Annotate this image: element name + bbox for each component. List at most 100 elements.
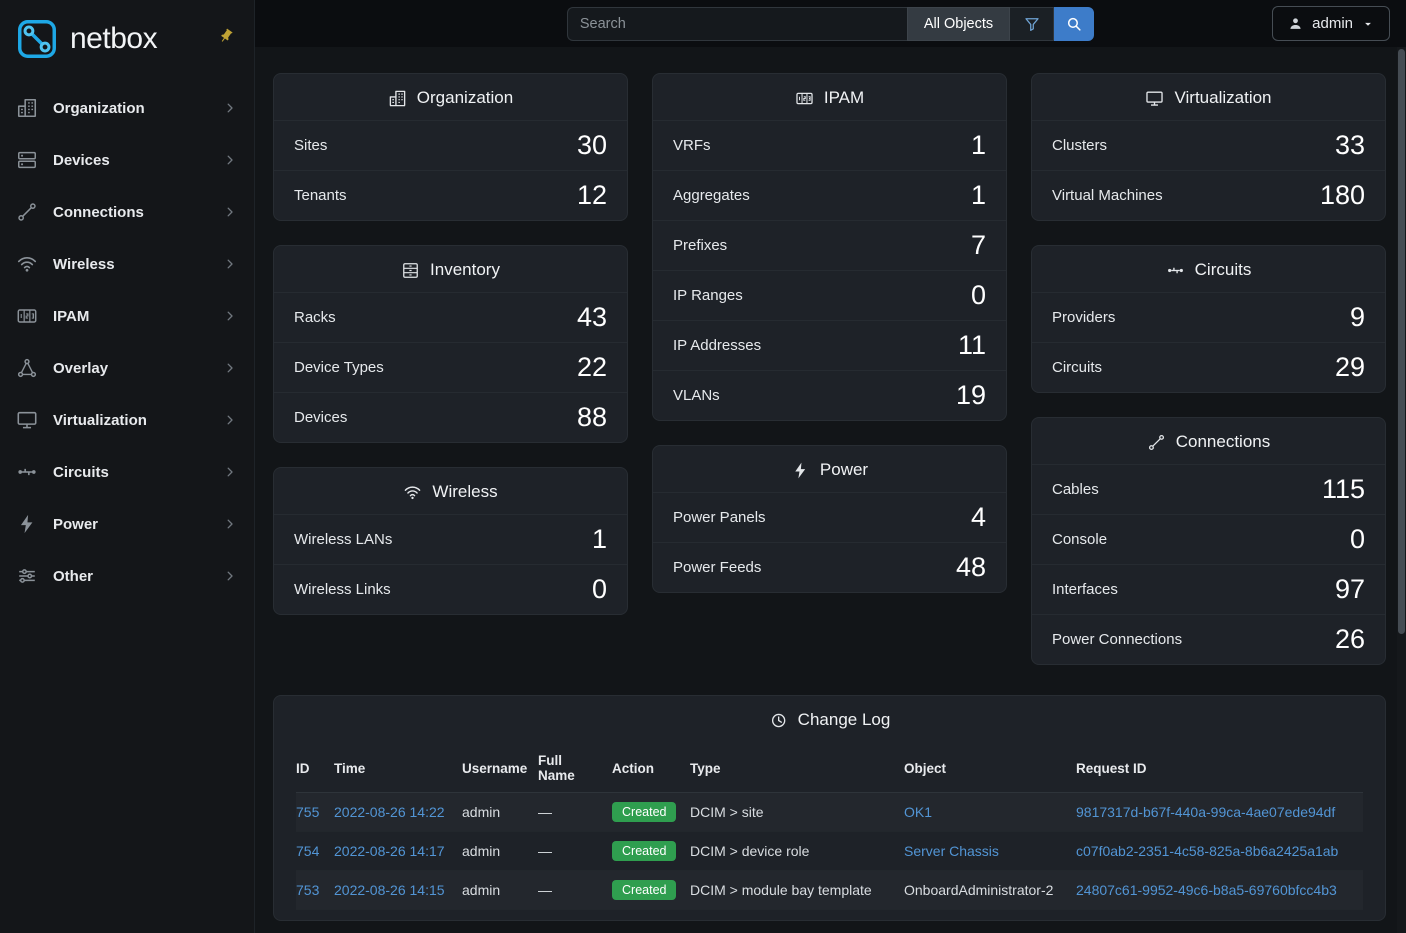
stat-row-circuits[interactable]: Circuits 29 xyxy=(1032,342,1385,392)
topbar: All Objects admin xyxy=(255,0,1406,47)
sidebar-item-devices[interactable]: Devices xyxy=(0,134,254,186)
sidebar-item-connections[interactable]: Connections xyxy=(0,186,254,238)
search-input[interactable] xyxy=(566,6,907,41)
stat-row-aggregates[interactable]: Aggregates 1 xyxy=(653,170,1006,220)
col-header-username[interactable]: Username xyxy=(462,744,538,793)
circuits-card: Circuits Providers 9 Circuits 29 xyxy=(1031,245,1386,393)
chevron-right-icon xyxy=(222,256,238,272)
sidebar-item-label: Organization xyxy=(53,99,145,117)
counter-icon xyxy=(795,89,814,108)
change-full-name: — xyxy=(538,882,552,898)
search-button[interactable] xyxy=(1054,6,1095,41)
stat-value: 22 xyxy=(576,352,607,382)
scrollbar-track[interactable] xyxy=(1397,47,1406,933)
stat-row-providers[interactable]: Providers 9 xyxy=(1032,292,1385,342)
scrollbar-thumb[interactable] xyxy=(1398,49,1405,634)
stat-row-racks[interactable]: Racks 43 xyxy=(274,292,627,342)
netbox-wordmark: netbox xyxy=(70,22,158,55)
change-object-link[interactable]: OK1 xyxy=(904,804,933,820)
card-title: Inventory xyxy=(430,260,500,279)
change-username: admin xyxy=(462,843,501,859)
inventory-card-header: Inventory xyxy=(274,246,627,292)
col-header-id[interactable]: ID xyxy=(296,744,334,793)
action-badge-created: Created xyxy=(612,802,677,822)
change-time-link[interactable]: 2022-08-26 14:15 xyxy=(334,882,445,898)
chevron-right-icon xyxy=(222,204,238,220)
stat-value: 33 xyxy=(1334,130,1365,160)
change-id-link[interactable]: 755 xyxy=(296,804,320,820)
organization-card-header: Organization xyxy=(274,74,627,120)
sidebar-item-other[interactable]: Other xyxy=(0,550,254,602)
sidebar-item-label: IPAM xyxy=(53,307,90,325)
dashboard-content: Organization Sites 30 Tenants 12 xyxy=(255,47,1406,933)
chevron-right-icon xyxy=(222,308,238,324)
stat-row-device-types[interactable]: Device Types 22 xyxy=(274,342,627,392)
stat-value: 0 xyxy=(591,574,607,604)
sidebar-item-overlay[interactable]: Overlay xyxy=(0,342,254,394)
sidebar-item-label: Virtualization xyxy=(53,411,147,429)
stat-value: 26 xyxy=(1334,624,1365,654)
changelog-card-header: Change Log xyxy=(274,696,1385,742)
col-header-full-name[interactable]: Full Name xyxy=(538,744,612,793)
sidebar: netbox Organization Devices Connections xyxy=(0,0,255,933)
graph-icon xyxy=(16,357,38,379)
stat-label: Power Connections xyxy=(1052,631,1183,648)
stat-row-power-panels[interactable]: Power Panels 4 xyxy=(653,492,1006,542)
stat-row-power-feeds[interactable]: Power Feeds 48 xyxy=(653,542,1006,592)
change-request-id-link[interactable]: 9817317d-b67f-440a-99ca-4ae07ede94df xyxy=(1076,804,1336,820)
change-id-link[interactable]: 754 xyxy=(296,843,320,859)
col-header-action[interactable]: Action xyxy=(612,744,690,793)
change-object-link[interactable]: Server Chassis xyxy=(904,843,999,859)
stat-row-sites[interactable]: Sites 30 xyxy=(274,120,627,170)
stat-row-cables[interactable]: Cables 115 xyxy=(1032,464,1385,514)
stat-row-vlans[interactable]: VLANs 19 xyxy=(653,370,1006,420)
stat-row-interfaces[interactable]: Interfaces 97 xyxy=(1032,564,1385,614)
stat-row-prefixes[interactable]: Prefixes 7 xyxy=(653,220,1006,270)
user-label: admin xyxy=(1312,15,1353,32)
change-full-name: — xyxy=(538,843,552,859)
stat-row-ip-addresses[interactable]: IP Addresses 11 xyxy=(653,320,1006,370)
chevron-right-icon xyxy=(222,360,238,376)
change-request-id-link[interactable]: 24807c61-9952-49c6-b8a5-69760bfcc4b3 xyxy=(1076,882,1337,898)
stat-row-wireless-lans[interactable]: Wireless LANs 1 xyxy=(274,514,627,564)
stat-row-wireless-links[interactable]: Wireless Links 0 xyxy=(274,564,627,614)
stat-row-virtual-machines[interactable]: Virtual Machines 180 xyxy=(1032,170,1385,220)
object-type-button[interactable]: All Objects xyxy=(906,6,1011,41)
col-header-type[interactable]: Type xyxy=(690,744,904,793)
user-menu-button[interactable]: admin xyxy=(1272,6,1390,41)
sidebar-item-virtualization[interactable]: Virtualization xyxy=(0,394,254,446)
change-request-id-link[interactable]: c07f0ab2-2351-4c58-825a-8b6a2425a1ab xyxy=(1076,843,1339,859)
stat-row-power-connections[interactable]: Power Connections 26 xyxy=(1032,614,1385,664)
col-header-object[interactable]: Object xyxy=(904,744,1076,793)
changelog-table-wrap: ID Time Username Full Name Action Type O… xyxy=(274,742,1385,920)
cards-grid: Organization Sites 30 Tenants 12 xyxy=(273,73,1386,665)
stat-row-clusters[interactable]: Clusters 33 xyxy=(1032,120,1385,170)
stat-row-tenants[interactable]: Tenants 12 xyxy=(274,170,627,220)
change-id-link[interactable]: 753 xyxy=(296,882,320,898)
stat-row-vrfs[interactable]: VRFs 1 xyxy=(653,120,1006,170)
server-stack-icon xyxy=(16,149,38,171)
chevron-right-icon xyxy=(222,464,238,480)
stat-row-devices[interactable]: Devices 88 xyxy=(274,392,627,442)
col-header-time[interactable]: Time xyxy=(334,744,462,793)
sidebar-item-ipam[interactable]: IPAM xyxy=(0,290,254,342)
filter-button[interactable] xyxy=(1010,6,1055,41)
organization-card: Organization Sites 30 Tenants 12 xyxy=(273,73,628,221)
sidebar-item-power[interactable]: Power xyxy=(0,498,254,550)
netbox-logo[interactable]: netbox xyxy=(14,16,158,62)
change-time-link[interactable]: 2022-08-26 14:17 xyxy=(334,843,445,859)
sidebar-item-circuits[interactable]: Circuits xyxy=(0,446,254,498)
stat-value: 48 xyxy=(955,552,986,582)
stat-value: 115 xyxy=(1321,474,1365,504)
stat-row-ip-ranges[interactable]: IP Ranges 0 xyxy=(653,270,1006,320)
circuits-card-header: Circuits xyxy=(1032,246,1385,292)
change-type: DCIM > module bay template xyxy=(690,882,872,898)
change-time-link[interactable]: 2022-08-26 14:22 xyxy=(334,804,445,820)
stat-label: Interfaces xyxy=(1052,581,1118,598)
sidebar-item-organization[interactable]: Organization xyxy=(0,82,254,134)
stat-row-console[interactable]: Console 0 xyxy=(1032,514,1385,564)
sidebar-item-wireless[interactable]: Wireless xyxy=(0,238,254,290)
changelog-row-753: 753 2022-08-26 14:15 admin — Created DCI… xyxy=(296,870,1363,910)
col-header-request-id[interactable]: Request ID xyxy=(1076,744,1363,793)
sidebar-pin-button[interactable] xyxy=(218,28,234,47)
